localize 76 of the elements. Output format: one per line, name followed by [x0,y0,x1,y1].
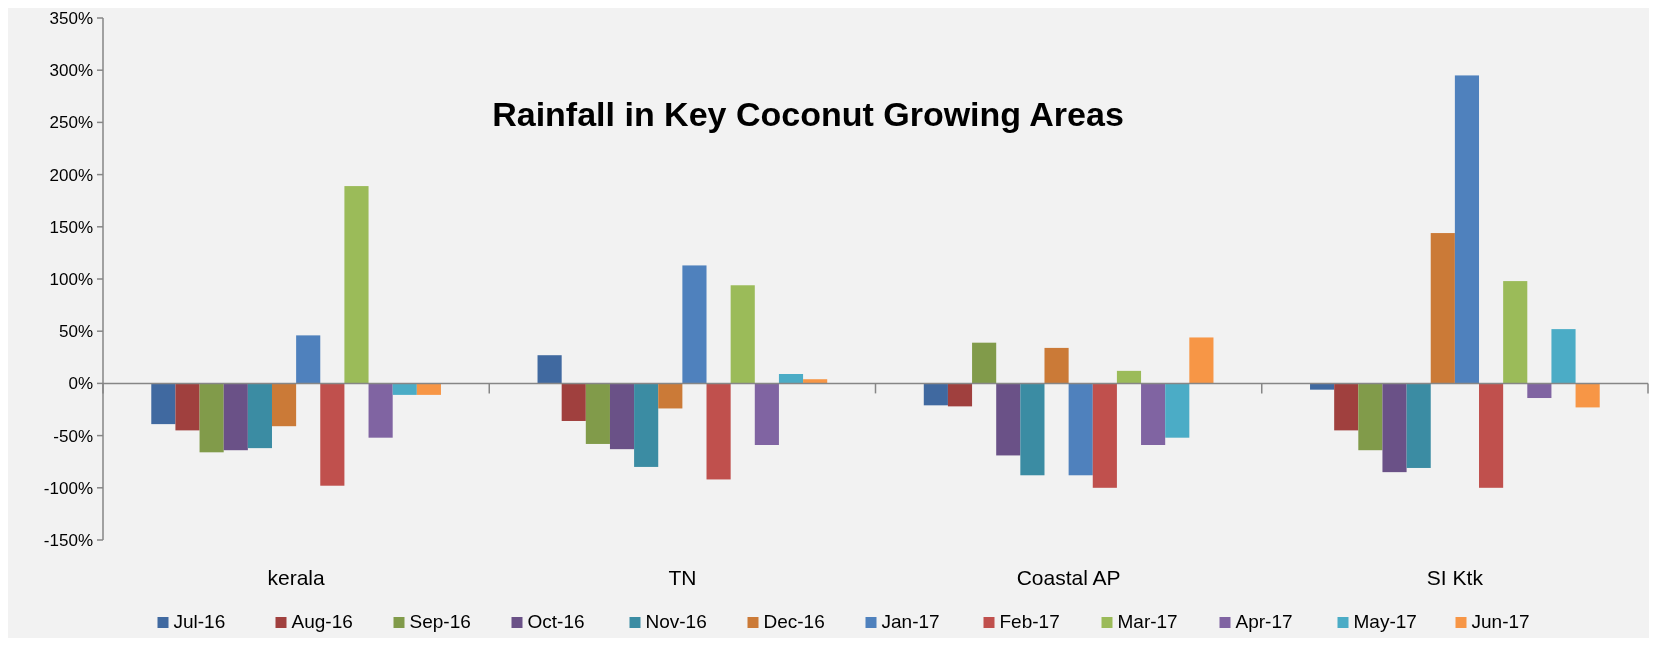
bar [1454,75,1480,384]
bar [392,383,417,395]
y-tick-label: 0% [68,374,93,394]
bar [1527,383,1552,399]
bar [972,342,997,384]
bar [537,355,562,384]
bar [658,383,683,409]
text: Rainfall in Key Coconut Growing Areas [492,95,1124,133]
legend-label: Mar-17 [1117,611,1178,632]
bar [1551,329,1576,384]
bar [1503,281,1528,384]
legend-label: Aug-16 [291,611,353,632]
bar [223,383,248,451]
bar [199,383,224,453]
bar [1382,383,1407,473]
y-tick-label: 150% [49,217,93,237]
legend-label: Jun-17 [1471,611,1530,632]
bar [1406,383,1431,468]
bar [754,383,779,445]
y-tick-label: 250% [49,113,93,133]
legend-label: Jul-16 [173,611,226,632]
bar [1116,370,1142,384]
bar [320,383,345,486]
y-tick-label: 350% [49,8,93,28]
bar [585,383,610,444]
bar [175,383,200,431]
bar [778,374,804,384]
legend-label: May-17 [1353,611,1417,632]
x-tick-label: SI Ktk [1426,566,1484,589]
bar [1310,383,1335,390]
y-tick-label: 50% [58,322,93,342]
bar [1334,383,1359,431]
bar [344,186,369,384]
y-tick-label: 100% [49,269,93,289]
bar [1044,347,1069,384]
bar [247,383,272,449]
x-tick-label: Coastal AP [1016,566,1121,589]
legend-label: Oct-16 [527,611,585,632]
bar [1165,383,1190,438]
bar [1430,233,1455,384]
bar [730,285,755,384]
y-tick-label: 200% [49,165,93,185]
bar [1189,337,1214,384]
bar [1479,383,1504,488]
legend-label: Nov-16 [645,611,707,632]
bar [923,383,948,406]
bar [609,383,635,450]
bar [151,383,176,425]
legend-label: Apr-17 [1235,611,1293,632]
bar [803,379,828,384]
bar [416,383,441,395]
bar [996,383,1021,456]
bar [368,383,393,438]
bar [947,383,973,407]
y-tick-label: -100% [43,478,93,498]
bar [296,335,321,384]
legend-label: Sep-16 [409,611,471,632]
y-tick-label: -150% [43,530,93,550]
bar [1092,383,1117,488]
legend-label: Feb-17 [999,611,1060,632]
legend-label: Jan-17 [881,611,940,632]
y-tick-label: -50% [53,426,93,446]
bar [682,265,707,384]
bar [1141,383,1166,445]
bar [271,383,297,427]
bar [634,383,659,467]
bar [1020,383,1045,476]
bar [1358,383,1383,451]
x-tick-label: TN [668,566,697,589]
bar [1068,383,1093,476]
bar [1575,383,1600,408]
bar [706,383,731,480]
bar [561,383,586,421]
legend-label: Dec-16 [763,611,825,632]
x-tick-label: kerala [267,566,326,589]
y-tick-label: 300% [49,61,93,81]
